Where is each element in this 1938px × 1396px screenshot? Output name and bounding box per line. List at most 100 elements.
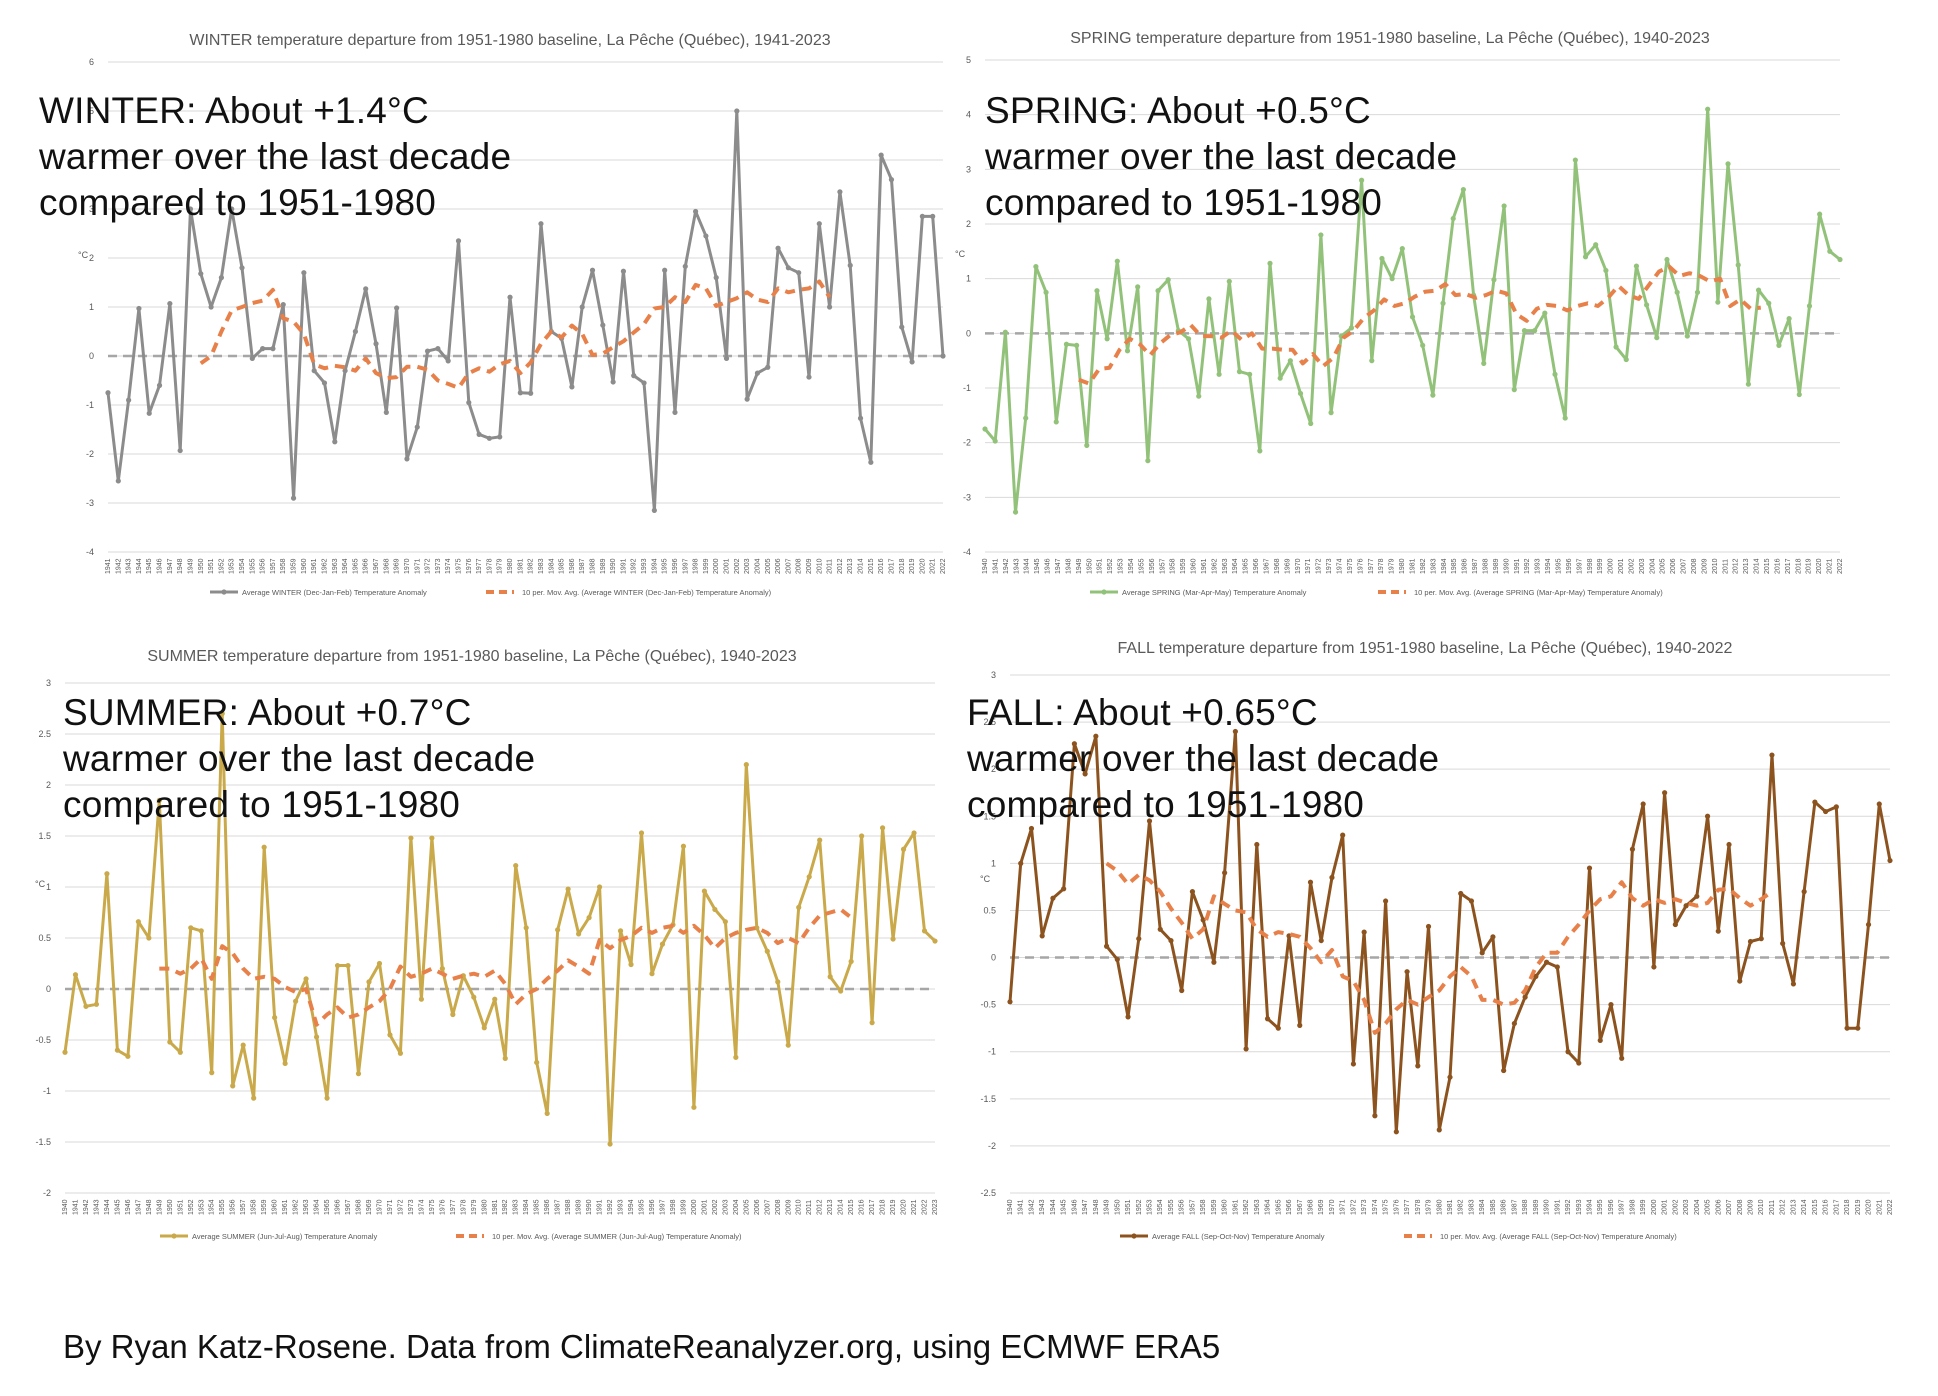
data-point xyxy=(775,245,781,251)
data-point xyxy=(1468,898,1475,904)
x-tick-label: 1952 xyxy=(188,1199,195,1215)
x-tick-label: 1993 xyxy=(1576,1199,1583,1215)
x-tick-label: 1945 xyxy=(146,558,153,574)
data-point xyxy=(1725,161,1731,167)
data-point xyxy=(239,265,245,271)
x-tick-label: 1975 xyxy=(455,558,462,574)
x-tick-label: 2022 xyxy=(940,558,947,574)
data-point xyxy=(610,379,616,385)
x-tick-label: 1940 xyxy=(62,1199,69,1215)
x-tick-label: 2013 xyxy=(1790,1199,1797,1215)
y-tick-label: 0 xyxy=(991,953,996,963)
data-point xyxy=(859,833,865,839)
x-tick-label: 1972 xyxy=(1350,1199,1357,1215)
x-tick-label: 1955 xyxy=(1168,1199,1175,1215)
x-tick-label: 2007 xyxy=(764,1199,771,1215)
x-tick-label: 1960 xyxy=(272,1199,279,1215)
x-tick-label: 1985 xyxy=(1490,1199,1497,1215)
x-tick-label: 2019 xyxy=(909,558,916,574)
x-tick-label: 1971 xyxy=(414,558,421,574)
data-point xyxy=(1683,903,1689,909)
data-point xyxy=(1286,933,1292,939)
x-tick-label: 1944 xyxy=(1050,1199,1057,1215)
data-point xyxy=(754,370,761,376)
data-point xyxy=(352,328,359,335)
x-tick-label: 2011 xyxy=(806,1200,813,1215)
data-point xyxy=(1084,442,1090,448)
x-tick-label: 1948 xyxy=(146,1199,153,1215)
x-tick-label: 2001 xyxy=(724,558,731,574)
data-point xyxy=(502,1055,508,1061)
x-tick-label: 1965 xyxy=(1275,1199,1282,1215)
y-tick-label: 2 xyxy=(966,219,971,229)
x-tick-label: 1983 xyxy=(1430,558,1437,574)
data-point xyxy=(414,424,420,430)
x-tick-label: 2007 xyxy=(785,558,792,574)
moving-average-line xyxy=(1105,861,1774,1035)
data-point xyxy=(817,837,823,843)
data-point xyxy=(712,906,718,913)
x-tick-label: 1947 xyxy=(167,558,174,574)
data-point xyxy=(723,355,730,362)
x-tick-label: 2014 xyxy=(1754,558,1761,574)
x-tick-label: 1976 xyxy=(1393,1199,1400,1215)
x-tick-label: 2019 xyxy=(890,1199,897,1215)
x-tick-label: 1954 xyxy=(209,1199,216,1215)
data-point xyxy=(249,355,255,362)
x-tick-label: 2003 xyxy=(744,558,751,574)
data-point xyxy=(373,341,379,347)
x-tick-label: 1948 xyxy=(177,558,184,574)
x-tick-label: 2022 xyxy=(1887,1199,1894,1215)
data-point xyxy=(878,152,884,158)
x-tick-label: 2023 xyxy=(932,1199,939,1215)
data-point xyxy=(1155,288,1161,294)
data-point xyxy=(156,797,162,803)
x-tick-label: 1955 xyxy=(249,558,256,574)
data-point xyxy=(355,1071,362,1077)
x-tick-label: 1962 xyxy=(1211,558,1218,574)
x-tick-label: 2014 xyxy=(858,558,865,574)
y-tick-label: 3 xyxy=(46,678,51,688)
x-tick-label: 1976 xyxy=(1357,558,1364,574)
x-tick-label: 1947 xyxy=(135,1199,142,1215)
data-point xyxy=(126,397,132,403)
x-tick-label: 1949 xyxy=(156,1199,163,1215)
data-point xyxy=(280,301,286,308)
x-tick-label: 1980 xyxy=(507,558,514,574)
data-point xyxy=(982,426,988,432)
x-tick-label: 2017 xyxy=(1785,558,1792,574)
x-tick-label: 2013 xyxy=(1743,558,1750,574)
x-tick-label: 2009 xyxy=(1701,558,1708,574)
x-tick-label: 1958 xyxy=(1170,558,1177,574)
y-tick-label: -2 xyxy=(43,1188,51,1198)
data-point xyxy=(481,1025,487,1031)
x-tick-label: 2000 xyxy=(691,1199,698,1215)
data-point xyxy=(1490,934,1496,940)
x-tick-label: 1955 xyxy=(219,1199,226,1215)
x-tick-label: 1956 xyxy=(1179,1199,1186,1215)
data-point xyxy=(1071,741,1077,747)
data-point xyxy=(435,346,441,352)
x-tick-label: 2008 xyxy=(1691,558,1698,574)
data-point xyxy=(486,435,493,441)
annotation-line: warmer over the last decade xyxy=(39,136,512,177)
data-point xyxy=(1074,342,1080,348)
data-point xyxy=(439,966,445,972)
data-point xyxy=(1603,267,1609,274)
data-point xyxy=(722,919,728,925)
data-point xyxy=(301,270,307,276)
annotation-line: warmer over the last decade xyxy=(63,738,536,779)
x-tick-label: 1973 xyxy=(1326,558,1333,574)
data-point xyxy=(1491,277,1497,283)
x-tick-label: 2003 xyxy=(1683,1199,1690,1215)
data-point xyxy=(1481,360,1487,366)
legend-series-label: Average SPRING (Mar-Apr-May) Temperature… xyxy=(1122,588,1307,597)
data-point xyxy=(890,936,896,942)
x-tick-label: 1948 xyxy=(1065,558,1072,574)
x-tick-label: 1942 xyxy=(1028,1199,1035,1215)
data-point xyxy=(1257,448,1263,454)
x-tick-label: 1949 xyxy=(187,558,194,574)
x-tick-label: 1970 xyxy=(376,1199,383,1215)
data-point xyxy=(1562,415,1568,421)
x-tick-label: 2003 xyxy=(1639,558,1646,574)
